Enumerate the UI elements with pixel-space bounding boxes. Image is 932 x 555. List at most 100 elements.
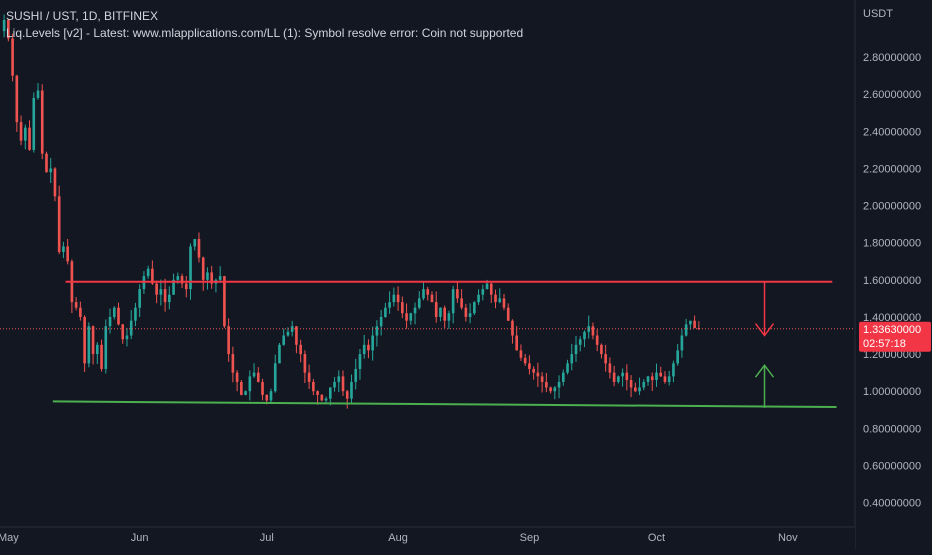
candle-body <box>184 283 188 290</box>
candle-body <box>193 239 197 247</box>
price-tick-label: 2.60000000 <box>863 89 921 101</box>
time-tick-label: Oct <box>648 532 665 544</box>
candle-body <box>278 344 281 364</box>
candle-body <box>396 294 400 303</box>
candle-body <box>515 335 519 351</box>
candle-body <box>244 391 247 395</box>
candle-body <box>460 298 463 308</box>
candle-body <box>28 127 31 150</box>
candle-body <box>227 326 230 355</box>
candle-body <box>536 372 540 377</box>
candle-body <box>608 363 612 373</box>
candle-body <box>523 357 527 364</box>
candle-body <box>248 376 252 392</box>
candle-body <box>655 372 658 381</box>
candle-body <box>83 316 86 364</box>
candle-body <box>638 387 641 392</box>
candle-body <box>489 283 493 295</box>
candle-body <box>561 372 565 382</box>
candle-body <box>358 354 362 369</box>
candle-body <box>350 381 353 399</box>
candle-body <box>456 289 459 299</box>
candle-body <box>557 381 561 388</box>
candle-body <box>201 257 205 280</box>
candle-body <box>121 324 125 340</box>
price-tick-label: 1.60000000 <box>863 275 921 287</box>
candle-body <box>62 246 65 253</box>
candle-body <box>659 372 663 377</box>
candle-body <box>303 354 307 373</box>
candle-body <box>506 307 510 321</box>
candle-body <box>146 268 150 277</box>
chart-legend: SUSHI / UST, 1D, BITFINEX Liq.Levels [v2… <box>6 8 523 42</box>
candle-body <box>354 368 358 382</box>
candle-body <box>74 302 78 308</box>
candle-body <box>566 363 569 373</box>
down-arrow-head <box>754 323 775 337</box>
candle-body <box>600 344 603 355</box>
candle-body <box>401 302 404 314</box>
candle-body <box>15 75 19 123</box>
candle-body <box>583 331 586 340</box>
candle-body <box>66 246 69 262</box>
candle-body <box>333 381 336 388</box>
candle-body <box>256 372 260 382</box>
candle-body <box>328 387 332 399</box>
current-price-label: 1.33630000 <box>863 324 921 336</box>
candle-body <box>625 372 629 381</box>
candle-body <box>32 97 36 150</box>
candle-body <box>104 326 108 369</box>
time-axis: May Jun Jul Aug Sep Oct Nov <box>0 526 855 550</box>
candle-body <box>473 302 476 314</box>
candle-body <box>362 344 366 355</box>
candle-body <box>49 168 53 173</box>
candle-body <box>392 294 396 303</box>
support-line <box>52 400 837 408</box>
candle-body <box>693 320 696 329</box>
candle-body <box>312 381 315 392</box>
candle-body <box>532 368 535 373</box>
candle-body <box>273 363 277 392</box>
candle-body <box>574 344 578 355</box>
candle-body <box>667 376 671 382</box>
candle-body <box>388 302 391 308</box>
candle-body <box>498 298 502 303</box>
plot-area <box>0 14 855 409</box>
candle-body <box>375 326 379 336</box>
candle-body <box>451 289 455 314</box>
candle-body <box>697 328 701 330</box>
price-tick-label: 2.80000000 <box>863 52 921 64</box>
candle-body <box>439 307 442 317</box>
candle-body <box>511 320 514 336</box>
countdown-label: 02:57:18 <box>863 338 906 350</box>
price-tick-label: 1.80000000 <box>863 238 921 250</box>
candle-body <box>570 354 574 364</box>
price-axis-bg <box>855 0 932 550</box>
candle-body <box>422 289 425 299</box>
candle-body <box>223 276 226 327</box>
candle-body <box>519 350 523 358</box>
candle-body <box>629 380 633 388</box>
candle-body <box>159 289 163 295</box>
candle-body <box>434 302 438 317</box>
candle-body <box>163 289 167 303</box>
candle-body <box>485 283 489 290</box>
time-tick-label: Nov <box>778 532 798 544</box>
candle-body <box>282 335 286 345</box>
candle-body <box>633 387 637 392</box>
price-tick-label: 2.00000000 <box>863 201 921 213</box>
candle-body <box>409 313 413 321</box>
price-tick-label: 1.20000000 <box>863 349 921 361</box>
candle-body <box>7 20 10 39</box>
candle-body <box>235 372 239 382</box>
candle-body <box>477 294 480 303</box>
candle-body <box>642 381 646 388</box>
candle-body <box>337 376 341 382</box>
candle-body <box>45 153 48 173</box>
price-tick-label: 2.20000000 <box>863 163 921 175</box>
candle-body <box>91 326 95 355</box>
candle-body <box>79 307 82 317</box>
candle-body <box>680 335 684 351</box>
